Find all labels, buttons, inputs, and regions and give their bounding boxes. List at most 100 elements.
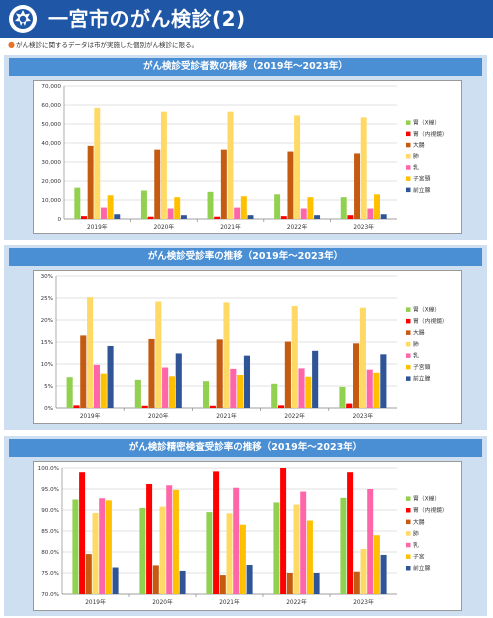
bar	[112, 567, 119, 594]
bar	[87, 297, 94, 408]
bar	[271, 383, 278, 408]
legend-swatch	[406, 165, 411, 170]
bar	[234, 207, 241, 219]
bar	[353, 343, 360, 408]
bar	[159, 506, 166, 594]
x-tick-label: 2019年	[85, 598, 106, 606]
legend-label: 胃（内視鏡）	[413, 317, 448, 325]
legend-swatch	[406, 341, 411, 347]
y-tick-label: 50,000	[41, 122, 61, 128]
legend-label: 胃（X線）	[413, 306, 440, 314]
bar	[172, 489, 179, 594]
bar	[100, 207, 107, 219]
chart-panel-followup: がん検診精密検査受診率の推移（2019年～2023年） 70.0% 75.0% 80…	[4, 436, 487, 616]
bar	[134, 379, 141, 408]
bar	[174, 197, 181, 219]
x-tick-label: 2021年	[216, 412, 237, 420]
legend-swatch	[406, 330, 411, 335]
bar	[74, 187, 81, 219]
bar	[146, 483, 153, 594]
y-tick-label: 85.0%	[41, 529, 59, 535]
bar	[139, 507, 146, 594]
bar	[79, 472, 86, 594]
legend-label: 肺	[413, 530, 419, 537]
bar	[273, 502, 280, 594]
x-tick-label: 2021年	[219, 598, 240, 606]
bar	[306, 520, 313, 594]
bar	[214, 216, 221, 219]
legend-swatch	[406, 353, 411, 358]
y-tick-label: 80.0%	[41, 550, 59, 556]
bar	[207, 191, 214, 219]
city-emblem-icon	[9, 5, 37, 33]
legend-label: 乳	[413, 352, 419, 360]
bar	[314, 215, 321, 219]
bar	[291, 305, 298, 408]
y-tick-label: 15%	[41, 340, 53, 346]
bar	[380, 554, 387, 594]
bar	[353, 571, 360, 594]
y-tick-label: 30,000	[41, 160, 61, 166]
x-tick-label: 2023年	[353, 223, 374, 231]
bar	[293, 504, 300, 594]
bar	[373, 535, 380, 594]
y-tick-label: 0	[57, 217, 61, 223]
x-tick-label: 2022年	[287, 223, 308, 231]
bar	[340, 497, 347, 594]
y-tick-label: 10,000	[41, 198, 61, 204]
chart-title: がん検診精密検査受診率の推移（2019年～2023年）	[9, 439, 482, 457]
chart-examinees: 0 10,000 20,000 30,000 40,000 50,000 60,000 70,…	[41, 84, 447, 231]
bar	[213, 471, 220, 594]
legend-swatch	[406, 519, 411, 525]
bar	[346, 403, 353, 408]
x-tick-label: 2023年	[353, 412, 374, 420]
legend-swatch	[406, 566, 411, 571]
y-tick-label: 70.0%	[41, 592, 59, 598]
legend-label: 前立腺	[413, 564, 431, 572]
y-tick-label: 100.0%	[38, 466, 59, 472]
legend-label: 胃（X線）	[413, 495, 440, 503]
legend-label: 肺	[413, 153, 419, 160]
y-tick-label: 95.0%	[41, 487, 59, 493]
bar	[284, 341, 291, 408]
legend-label: 大腸	[413, 518, 425, 526]
y-tick-label: 75.0%	[41, 571, 59, 577]
bar	[155, 301, 162, 408]
legend-swatch	[406, 364, 411, 370]
legend-label: 胃（X線）	[413, 119, 440, 127]
bar	[223, 302, 230, 408]
bar	[202, 381, 210, 408]
chart-followup: 70.0% 75.0% 80.0% 85.0% 90.0% 95.0% 100.0% 2019…	[38, 466, 448, 606]
legend-label: 大腸	[413, 141, 425, 149]
bar	[167, 208, 174, 219]
bar	[107, 195, 114, 219]
chart-rate: 0% 5% 10% 15% 20% 25% 30% 2019年 2020年 2021年 2022年 2…	[41, 274, 448, 420]
y-tick-label: 10%	[41, 362, 53, 368]
bar	[179, 570, 186, 594]
bar	[247, 215, 254, 219]
bar	[94, 107, 101, 219]
bar	[99, 498, 106, 594]
legend-swatch	[406, 120, 411, 125]
bar	[347, 215, 354, 219]
bar	[359, 307, 366, 408]
bar	[147, 216, 154, 219]
x-tick-label: 2019年	[87, 223, 108, 231]
legend-swatch	[406, 554, 411, 559]
x-tick-label: 2022年	[284, 412, 305, 420]
bar	[313, 573, 320, 594]
bar	[312, 350, 319, 408]
bar	[81, 216, 87, 219]
bar	[66, 377, 73, 408]
legend-swatch	[406, 131, 411, 137]
legend-swatch	[406, 508, 411, 513]
legend-swatch	[406, 531, 411, 536]
x-tick-label: 2020年	[152, 598, 173, 606]
y-tick-label: 40,000	[41, 141, 61, 147]
bar	[226, 513, 233, 594]
bar	[294, 115, 301, 219]
legend-swatch	[406, 187, 411, 193]
chart-area: 0% 5% 10% 15% 20% 25% 30% 2019年 2020年 2021年 2022年 2…	[33, 270, 462, 424]
bar	[240, 196, 247, 219]
bar	[114, 214, 121, 219]
